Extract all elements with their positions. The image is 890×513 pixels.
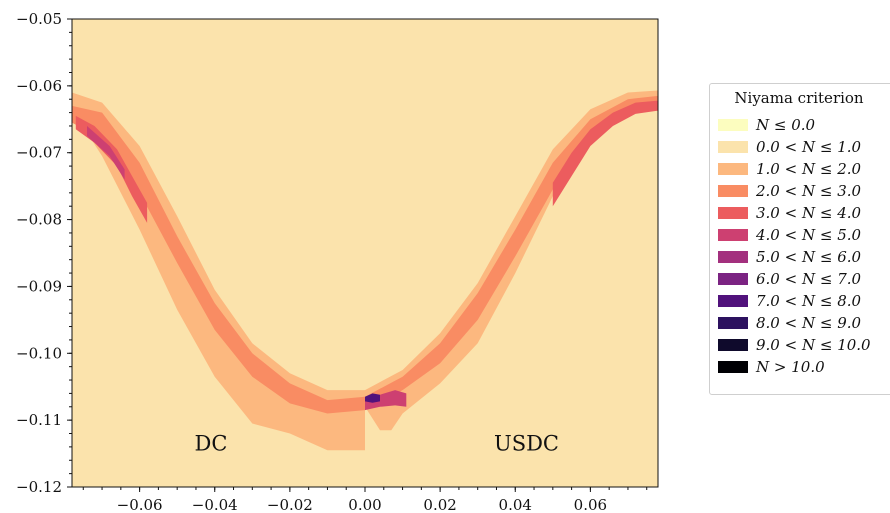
legend-swatch bbox=[718, 119, 748, 131]
legend-swatch bbox=[718, 361, 748, 373]
contour-band-1 bbox=[72, 95, 658, 414]
legend-entry: N > 10.0 bbox=[718, 357, 825, 377]
legend-entry: 2.0 < N ≤ 3.0 bbox=[718, 181, 861, 201]
contour-band-4 bbox=[87, 126, 125, 180]
legend-entry: 8.0 < N ≤ 9.0 bbox=[718, 313, 861, 333]
y-tick-label: −0.12 bbox=[16, 478, 62, 496]
legend-label: 8.0 < N ≤ 9.0 bbox=[756, 314, 862, 332]
y-tick-label: −0.06 bbox=[16, 77, 62, 95]
legend-entry: 3.0 < N ≤ 4.0 bbox=[718, 203, 861, 223]
legend-label: 3.0 < N ≤ 4.0 bbox=[756, 204, 862, 222]
y-tick-label: −0.10 bbox=[16, 344, 62, 362]
contour-bands bbox=[72, 90, 658, 451]
legend-label: 7.0 < N ≤ 8.0 bbox=[756, 292, 862, 310]
x-axis-ticks: −0.06 −0.04 −0.02 0.00 0.02 0.04 0.06 bbox=[82, 487, 648, 513]
legend-entry: 4.0 < N ≤ 5.0 bbox=[718, 225, 861, 245]
legend-swatch bbox=[718, 339, 748, 351]
y-axis-ticks: −0.05 −0.06 −0.07 −0.08 −0.09 −0.10 −0.11 −0.12 bbox=[16, 10, 72, 496]
y-tick-label: −0.08 bbox=[16, 211, 62, 229]
y-tick-label: −0.07 bbox=[16, 144, 62, 162]
legend: Niyama criterion N ≤ 0.0 0.0 < N ≤ 1.0 1.0… bbox=[709, 83, 890, 395]
legend-label: 6.0 < N ≤ 7.0 bbox=[756, 270, 862, 288]
legend-label: 4.0 < N ≤ 5.0 bbox=[756, 226, 862, 244]
contour-band-0 bbox=[72, 90, 658, 451]
legend-label: N > 10.0 bbox=[756, 358, 825, 376]
legend-entry: 9.0 < N ≤ 10.0 bbox=[718, 335, 871, 355]
contour-band-5 bbox=[365, 390, 407, 411]
region-label-dc: DC bbox=[195, 432, 228, 456]
legend-label: 0.0 < N ≤ 1.0 bbox=[756, 138, 862, 156]
contour-band-2 bbox=[75, 115, 148, 223]
legend-title: Niyama criterion bbox=[734, 89, 864, 107]
x-tick-label: 0.00 bbox=[348, 496, 381, 513]
region-label-usdc: USDC bbox=[494, 432, 559, 456]
plot-frame bbox=[71, 18, 659, 488]
legend-swatch bbox=[718, 207, 748, 219]
contour-band-6 bbox=[365, 393, 380, 403]
x-tick-label: 0.06 bbox=[574, 496, 607, 513]
y-tick-label: −0.05 bbox=[16, 10, 62, 28]
legend-swatch bbox=[718, 141, 748, 153]
legend-entry: 5.0 < N ≤ 6.0 bbox=[718, 247, 861, 267]
legend-entry: 6.0 < N ≤ 7.0 bbox=[718, 269, 861, 289]
x-tick-label: 0.02 bbox=[423, 496, 456, 513]
legend-swatch bbox=[718, 317, 748, 329]
x-tick-label: 0.04 bbox=[499, 496, 532, 513]
y-tick-label: −0.11 bbox=[16, 411, 62, 429]
legend-swatch bbox=[718, 295, 748, 307]
x-tick-label: −0.06 bbox=[117, 496, 163, 513]
legend-label: 5.0 < N ≤ 6.0 bbox=[756, 248, 862, 266]
legend-swatch bbox=[718, 273, 748, 285]
contour-band-3 bbox=[552, 100, 658, 207]
legend-label: N ≤ 0.0 bbox=[756, 116, 816, 134]
x-tick-label: −0.02 bbox=[267, 496, 313, 513]
legend-entry: 0.0 < N ≤ 1.0 bbox=[718, 137, 861, 157]
legend-swatch bbox=[718, 163, 748, 175]
legend-entry: 1.0 < N ≤ 2.0 bbox=[718, 159, 861, 179]
legend-entry: N ≤ 0.0 bbox=[718, 115, 815, 135]
legend-swatch bbox=[718, 185, 748, 197]
x-tick-label: −0.04 bbox=[192, 496, 238, 513]
legend-label: 9.0 < N ≤ 10.0 bbox=[756, 336, 871, 354]
legend-swatch bbox=[718, 229, 748, 241]
legend-entry: 7.0 < N ≤ 8.0 bbox=[718, 291, 861, 311]
y-tick-label: −0.09 bbox=[16, 277, 62, 295]
legend-swatch bbox=[718, 251, 748, 263]
legend-label: 1.0 < N ≤ 2.0 bbox=[756, 160, 862, 178]
legend-label: 2.0 < N ≤ 3.0 bbox=[756, 182, 862, 200]
